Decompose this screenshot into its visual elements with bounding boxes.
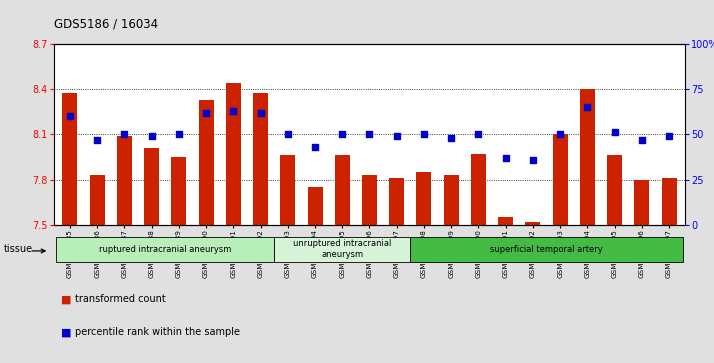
- Point: [609, 130, 620, 135]
- Bar: [416, 172, 431, 225]
- Point: [282, 131, 293, 137]
- Text: percentile rank within the sample: percentile rank within the sample: [75, 327, 240, 337]
- Point: [363, 131, 376, 137]
- Bar: [389, 178, 404, 225]
- Bar: [471, 154, 486, 225]
- Point: [201, 110, 212, 115]
- Bar: [226, 83, 241, 225]
- Point: [555, 131, 566, 137]
- Bar: [62, 93, 77, 225]
- Point: [91, 137, 103, 143]
- Point: [636, 137, 648, 143]
- Bar: [90, 175, 105, 225]
- Text: ruptured intracranial aneurysm: ruptured intracranial aneurysm: [99, 245, 231, 253]
- Point: [663, 133, 675, 139]
- Point: [418, 131, 430, 137]
- Bar: [144, 148, 159, 225]
- Point: [173, 131, 184, 137]
- Point: [119, 131, 130, 137]
- Bar: [411, 237, 683, 262]
- Bar: [171, 157, 186, 225]
- Point: [309, 144, 321, 150]
- Bar: [308, 187, 323, 225]
- Bar: [580, 89, 595, 225]
- Point: [336, 131, 348, 137]
- Point: [582, 104, 593, 110]
- Text: superficial temporal artery: superficial temporal artery: [490, 245, 603, 253]
- Point: [527, 157, 538, 163]
- Text: ■: ■: [61, 327, 71, 337]
- Point: [473, 131, 484, 137]
- Point: [146, 133, 157, 139]
- Point: [500, 155, 511, 161]
- Bar: [634, 180, 649, 225]
- Text: tissue: tissue: [4, 244, 33, 254]
- Bar: [662, 178, 677, 225]
- Bar: [498, 217, 513, 225]
- Bar: [607, 155, 622, 225]
- Point: [228, 108, 239, 114]
- Bar: [281, 155, 296, 225]
- Point: [255, 110, 266, 115]
- Bar: [362, 175, 377, 225]
- Point: [391, 133, 403, 139]
- Text: unruptured intracranial
aneurysm: unruptured intracranial aneurysm: [293, 239, 391, 259]
- Bar: [335, 155, 350, 225]
- Bar: [526, 222, 540, 225]
- Point: [446, 135, 457, 141]
- Bar: [553, 134, 568, 225]
- Bar: [56, 237, 274, 262]
- Bar: [443, 175, 458, 225]
- Text: transformed count: transformed count: [75, 294, 166, 305]
- Bar: [253, 93, 268, 225]
- Text: GDS5186 / 16034: GDS5186 / 16034: [54, 18, 158, 31]
- Text: ■: ■: [61, 294, 71, 305]
- Bar: [274, 237, 411, 262]
- Bar: [198, 99, 213, 225]
- Point: [64, 113, 76, 119]
- Bar: [117, 136, 132, 225]
